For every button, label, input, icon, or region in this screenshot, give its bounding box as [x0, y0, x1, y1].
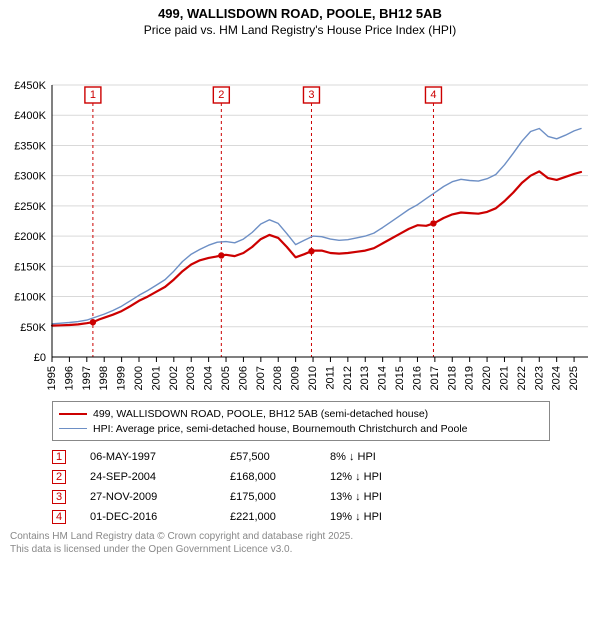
svg-text:£200K: £200K: [14, 231, 46, 243]
chart-container: 499, WALLISDOWN ROAD, POOLE, BH12 5AB Pr…: [0, 0, 600, 556]
svg-text:1997: 1997: [81, 366, 93, 390]
svg-text:1999: 1999: [116, 366, 128, 390]
event-marker: 2: [52, 470, 66, 484]
event-date: 06-MAY-1997: [90, 451, 230, 463]
svg-text:2010: 2010: [307, 366, 319, 390]
event-price: £221,000: [230, 511, 330, 523]
svg-text:2000: 2000: [133, 366, 145, 390]
event-marker: 4: [52, 510, 66, 524]
svg-text:2002: 2002: [168, 366, 180, 390]
svg-text:£400K: £400K: [14, 110, 46, 122]
event-price: £57,500: [230, 451, 330, 463]
svg-text:2012: 2012: [342, 366, 354, 390]
svg-text:2005: 2005: [220, 366, 232, 390]
title-sub: Price paid vs. HM Land Registry's House …: [0, 23, 600, 37]
svg-text:2: 2: [218, 89, 224, 101]
legend: 499, WALLISDOWN ROAD, POOLE, BH12 5AB (s…: [52, 401, 550, 441]
svg-text:2019: 2019: [464, 366, 476, 390]
event-row: 4 01-DEC-2016£221,00019% ↓ HPI: [52, 507, 590, 527]
event-marker: 3: [52, 490, 66, 504]
svg-text:1996: 1996: [63, 366, 75, 390]
event-row: 3 27-NOV-2009£175,00013% ↓ HPI: [52, 487, 590, 507]
titles: 499, WALLISDOWN ROAD, POOLE, BH12 5AB Pr…: [0, 0, 600, 37]
event-row: 1 06-MAY-1997£57,5008% ↓ HPI: [52, 447, 590, 467]
svg-text:2021: 2021: [498, 366, 510, 390]
chart-svg: £0 £50K £100K £150K £200K £250K £300K £350K £400…: [0, 37, 600, 397]
chart: £0 £50K £100K £150K £200K £250K £300K £350K £400…: [0, 37, 600, 397]
svg-text:£150K: £150K: [14, 261, 46, 273]
event-date: 01-DEC-2016: [90, 511, 230, 523]
legend-item: 499, WALLISDOWN ROAD, POOLE, BH12 5AB (s…: [59, 406, 543, 421]
event-delta: 12% ↓ HPI: [330, 471, 450, 483]
event-table: 106-MAY-1997£57,5008% ↓ HPI224-SEP-2004£…: [52, 447, 590, 527]
legend-item: HPI: Average price, semi-detached house,…: [59, 421, 543, 436]
svg-text:1: 1: [90, 89, 96, 101]
event-delta: 8% ↓ HPI: [330, 451, 450, 463]
legend-label: 499, WALLISDOWN ROAD, POOLE, BH12 5AB (s…: [93, 408, 428, 420]
svg-text:£250K: £250K: [14, 201, 46, 213]
svg-text:2025: 2025: [568, 366, 580, 390]
footer-line-2: This data is licensed under the Open Gov…: [10, 544, 590, 557]
event-marker: 1: [52, 450, 66, 464]
svg-text:2023: 2023: [533, 366, 545, 390]
event-price: £175,000: [230, 491, 330, 503]
svg-text:£50K: £50K: [20, 322, 46, 334]
svg-text:2008: 2008: [272, 366, 284, 390]
svg-text:£450K: £450K: [14, 80, 46, 92]
svg-text:£0: £0: [34, 352, 46, 364]
svg-text:£300K: £300K: [14, 171, 46, 183]
svg-text:2011: 2011: [324, 366, 336, 390]
svg-text:2001: 2001: [150, 366, 162, 390]
svg-text:3: 3: [308, 89, 314, 101]
event-row: 2 24-SEP-2004£168,00012% ↓ HPI: [52, 467, 590, 487]
svg-text:2003: 2003: [185, 366, 197, 390]
event-delta: 19% ↓ HPI: [330, 511, 450, 523]
footer: Contains HM Land Registry data © Crown c…: [10, 531, 590, 556]
footer-line-1: Contains HM Land Registry data © Crown c…: [10, 531, 590, 544]
svg-text:2017: 2017: [429, 366, 441, 390]
legend-label: HPI: Average price, semi-detached house,…: [93, 423, 468, 435]
svg-text:1998: 1998: [98, 366, 110, 390]
svg-text:2018: 2018: [446, 366, 458, 390]
event-price: £168,000: [230, 471, 330, 483]
title-main: 499, WALLISDOWN ROAD, POOLE, BH12 5AB: [0, 6, 600, 21]
svg-text:2006: 2006: [237, 366, 249, 390]
svg-text:£350K: £350K: [14, 140, 46, 152]
svg-text:2015: 2015: [394, 366, 406, 390]
svg-text:2014: 2014: [377, 366, 389, 390]
legend-swatch: [59, 413, 87, 415]
svg-text:2016: 2016: [411, 366, 423, 390]
svg-text:2009: 2009: [290, 366, 302, 390]
svg-text:1995: 1995: [46, 366, 58, 390]
svg-text:£100K: £100K: [14, 292, 46, 304]
legend-swatch: [59, 428, 87, 429]
event-date: 27-NOV-2009: [90, 491, 230, 503]
event-date: 24-SEP-2004: [90, 471, 230, 483]
svg-text:2020: 2020: [481, 366, 493, 390]
svg-text:2022: 2022: [516, 366, 528, 390]
svg-text:2004: 2004: [203, 366, 215, 390]
svg-text:2013: 2013: [359, 366, 371, 390]
svg-text:4: 4: [430, 89, 436, 101]
event-delta: 13% ↓ HPI: [330, 491, 450, 503]
svg-text:2007: 2007: [255, 366, 267, 390]
svg-text:2024: 2024: [551, 366, 563, 390]
